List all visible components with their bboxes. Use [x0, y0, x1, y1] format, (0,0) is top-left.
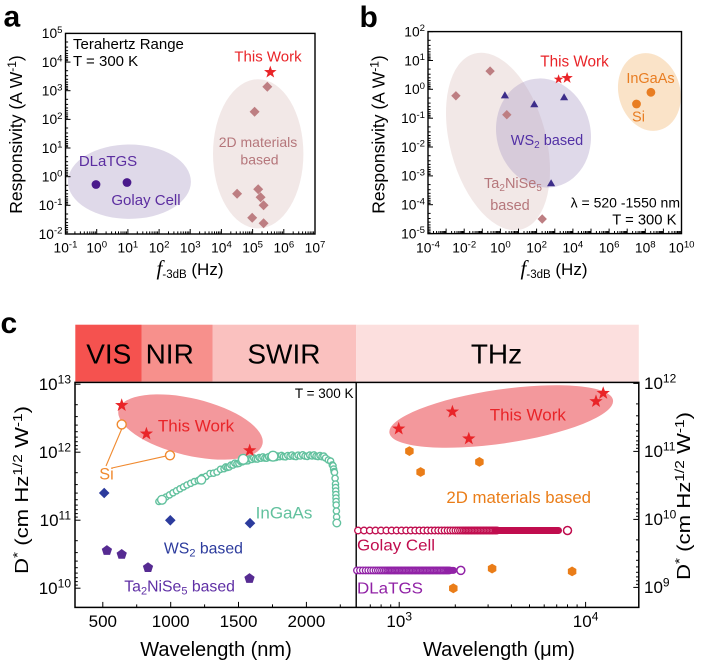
svg-text:T = 300 K: T = 300 K: [73, 53, 138, 70]
svg-text:InGaAs: InGaAs: [256, 504, 313, 523]
svg-text:InGaAs: InGaAs: [626, 71, 674, 87]
svg-text:NIR: NIR: [146, 339, 194, 370]
svg-text:Si: Si: [632, 110, 645, 126]
svg-text:DLaTGS: DLaTGS: [357, 581, 423, 598]
svg-text:Golay Cell: Golay Cell: [111, 192, 180, 209]
svg-text:b: b: [360, 1, 378, 34]
svg-text:Golay Cell: Golay Cell: [357, 538, 435, 555]
svg-text:VIS: VIS: [86, 339, 131, 370]
svg-text:Wavelength (μm): Wavelength (μm): [423, 639, 575, 661]
svg-text:based: based: [240, 152, 278, 168]
svg-text:2000: 2000: [287, 612, 325, 631]
svg-text:Ta2NiSe5 based: Ta2NiSe5 based: [124, 578, 235, 597]
svg-text:2D materials: 2D materials: [219, 134, 298, 150]
svg-text:based: based: [490, 198, 530, 214]
svg-text:λ = 520 -1550 nm: λ = 520 -1550 nm: [571, 195, 680, 211]
svg-text:WS2 based: WS2 based: [511, 133, 583, 151]
svg-text:Responsivity (A W-1): Responsivity (A W-1): [5, 55, 26, 213]
svg-text:THz: THz: [471, 339, 522, 370]
svg-text:f-3dB (Hz): f-3dB (Hz): [521, 256, 588, 281]
svg-text:f-3dB (Hz): f-3dB (Hz): [157, 256, 224, 281]
svg-text:This Work: This Work: [234, 49, 302, 66]
svg-text:500: 500: [89, 612, 117, 631]
svg-text:Wavelength (nm): Wavelength (nm): [140, 639, 292, 661]
svg-text:This Work: This Work: [540, 54, 609, 71]
svg-text:SWIR: SWIR: [247, 339, 320, 370]
svg-text:D* (cm Hz1/2 W-1): D* (cm Hz1/2 W-1): [11, 406, 32, 574]
svg-text:Si: Si: [99, 466, 113, 484]
svg-text:WS2 based: WS2 based: [164, 541, 243, 560]
svg-text:T = 300 K: T = 300 K: [612, 213, 676, 229]
svg-text:T = 300 K: T = 300 K: [295, 386, 354, 401]
svg-text:D* (cm Hz1/2 W-1): D* (cm Hz1/2 W-1): [673, 412, 694, 580]
svg-text:This Work: This Work: [158, 417, 235, 436]
svg-text:Responsivity (A W-1): Responsivity (A W-1): [368, 55, 389, 213]
svg-text:2D materials based: 2D materials based: [446, 488, 591, 507]
svg-text:Ta2NiSe5: Ta2NiSe5: [484, 176, 542, 194]
svg-text:a: a: [4, 1, 21, 34]
svg-text:Terahertz Range: Terahertz Range: [73, 36, 184, 53]
svg-text:1500: 1500: [220, 612, 258, 631]
svg-text:DLaTGS: DLaTGS: [79, 153, 137, 170]
svg-text:1000: 1000: [152, 612, 190, 631]
svg-text:This Work: This Work: [490, 406, 567, 425]
svg-text:c: c: [1, 307, 18, 340]
